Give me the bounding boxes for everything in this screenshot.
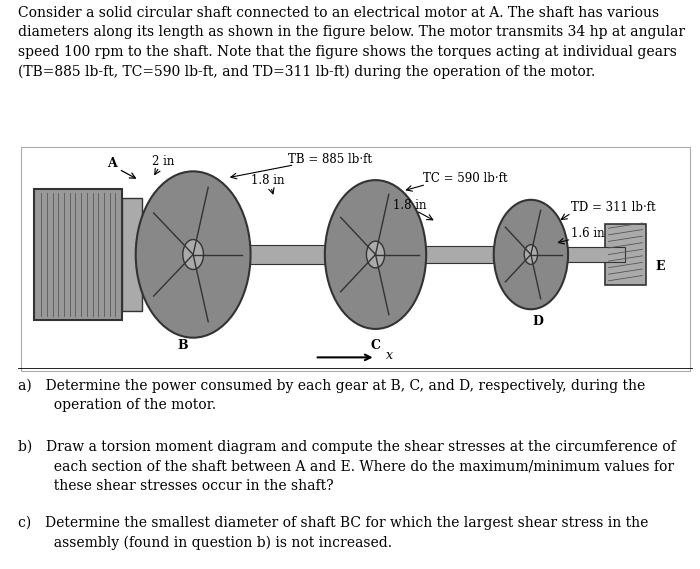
Text: a) Determine the power consumed by each gear at B, C, and D, respectively, durin: a) Determine the power consumed by each … (18, 378, 645, 413)
Bar (328, 245, 332, 264)
Ellipse shape (524, 245, 538, 265)
Bar (606, 224, 645, 285)
Text: TC = 590 lb·ft: TC = 590 lb·ft (423, 172, 508, 185)
Text: 1.8 in: 1.8 in (251, 175, 284, 188)
Text: A: A (107, 157, 117, 170)
Ellipse shape (183, 240, 204, 270)
Text: B: B (178, 339, 188, 352)
Bar (244, 245, 328, 264)
Bar (34, 189, 122, 320)
Text: E: E (656, 260, 665, 273)
Text: TB = 885 lb·ft: TB = 885 lb·ft (288, 152, 372, 166)
Text: D: D (532, 315, 543, 328)
Text: TD = 311 lb·ft: TD = 311 lb·ft (571, 201, 656, 214)
Text: 1.8 in: 1.8 in (393, 199, 426, 212)
Bar (419, 246, 497, 263)
Text: C: C (370, 339, 381, 352)
Ellipse shape (325, 180, 426, 329)
Ellipse shape (136, 171, 251, 337)
Bar (497, 246, 500, 263)
Text: Consider a solid circular shaft connected to an electrical motor at A. The shaft: Consider a solid circular shaft connecte… (18, 6, 685, 79)
Bar (143, 244, 166, 266)
Ellipse shape (494, 200, 568, 309)
Bar (561, 247, 626, 262)
Bar (122, 197, 143, 311)
Text: c) Determine the smallest diameter of shaft BC for which the largest shear stres: c) Determine the smallest diameter of sh… (18, 516, 648, 550)
Text: x: x (386, 349, 393, 362)
Ellipse shape (366, 241, 384, 268)
Bar (143, 244, 166, 266)
Text: 2 in: 2 in (151, 155, 174, 168)
Text: 1.6 in: 1.6 in (571, 227, 605, 240)
Text: b) Draw a torsion moment diagram and compute the shear stresses at the circumfer: b) Draw a torsion moment diagram and com… (18, 439, 676, 493)
